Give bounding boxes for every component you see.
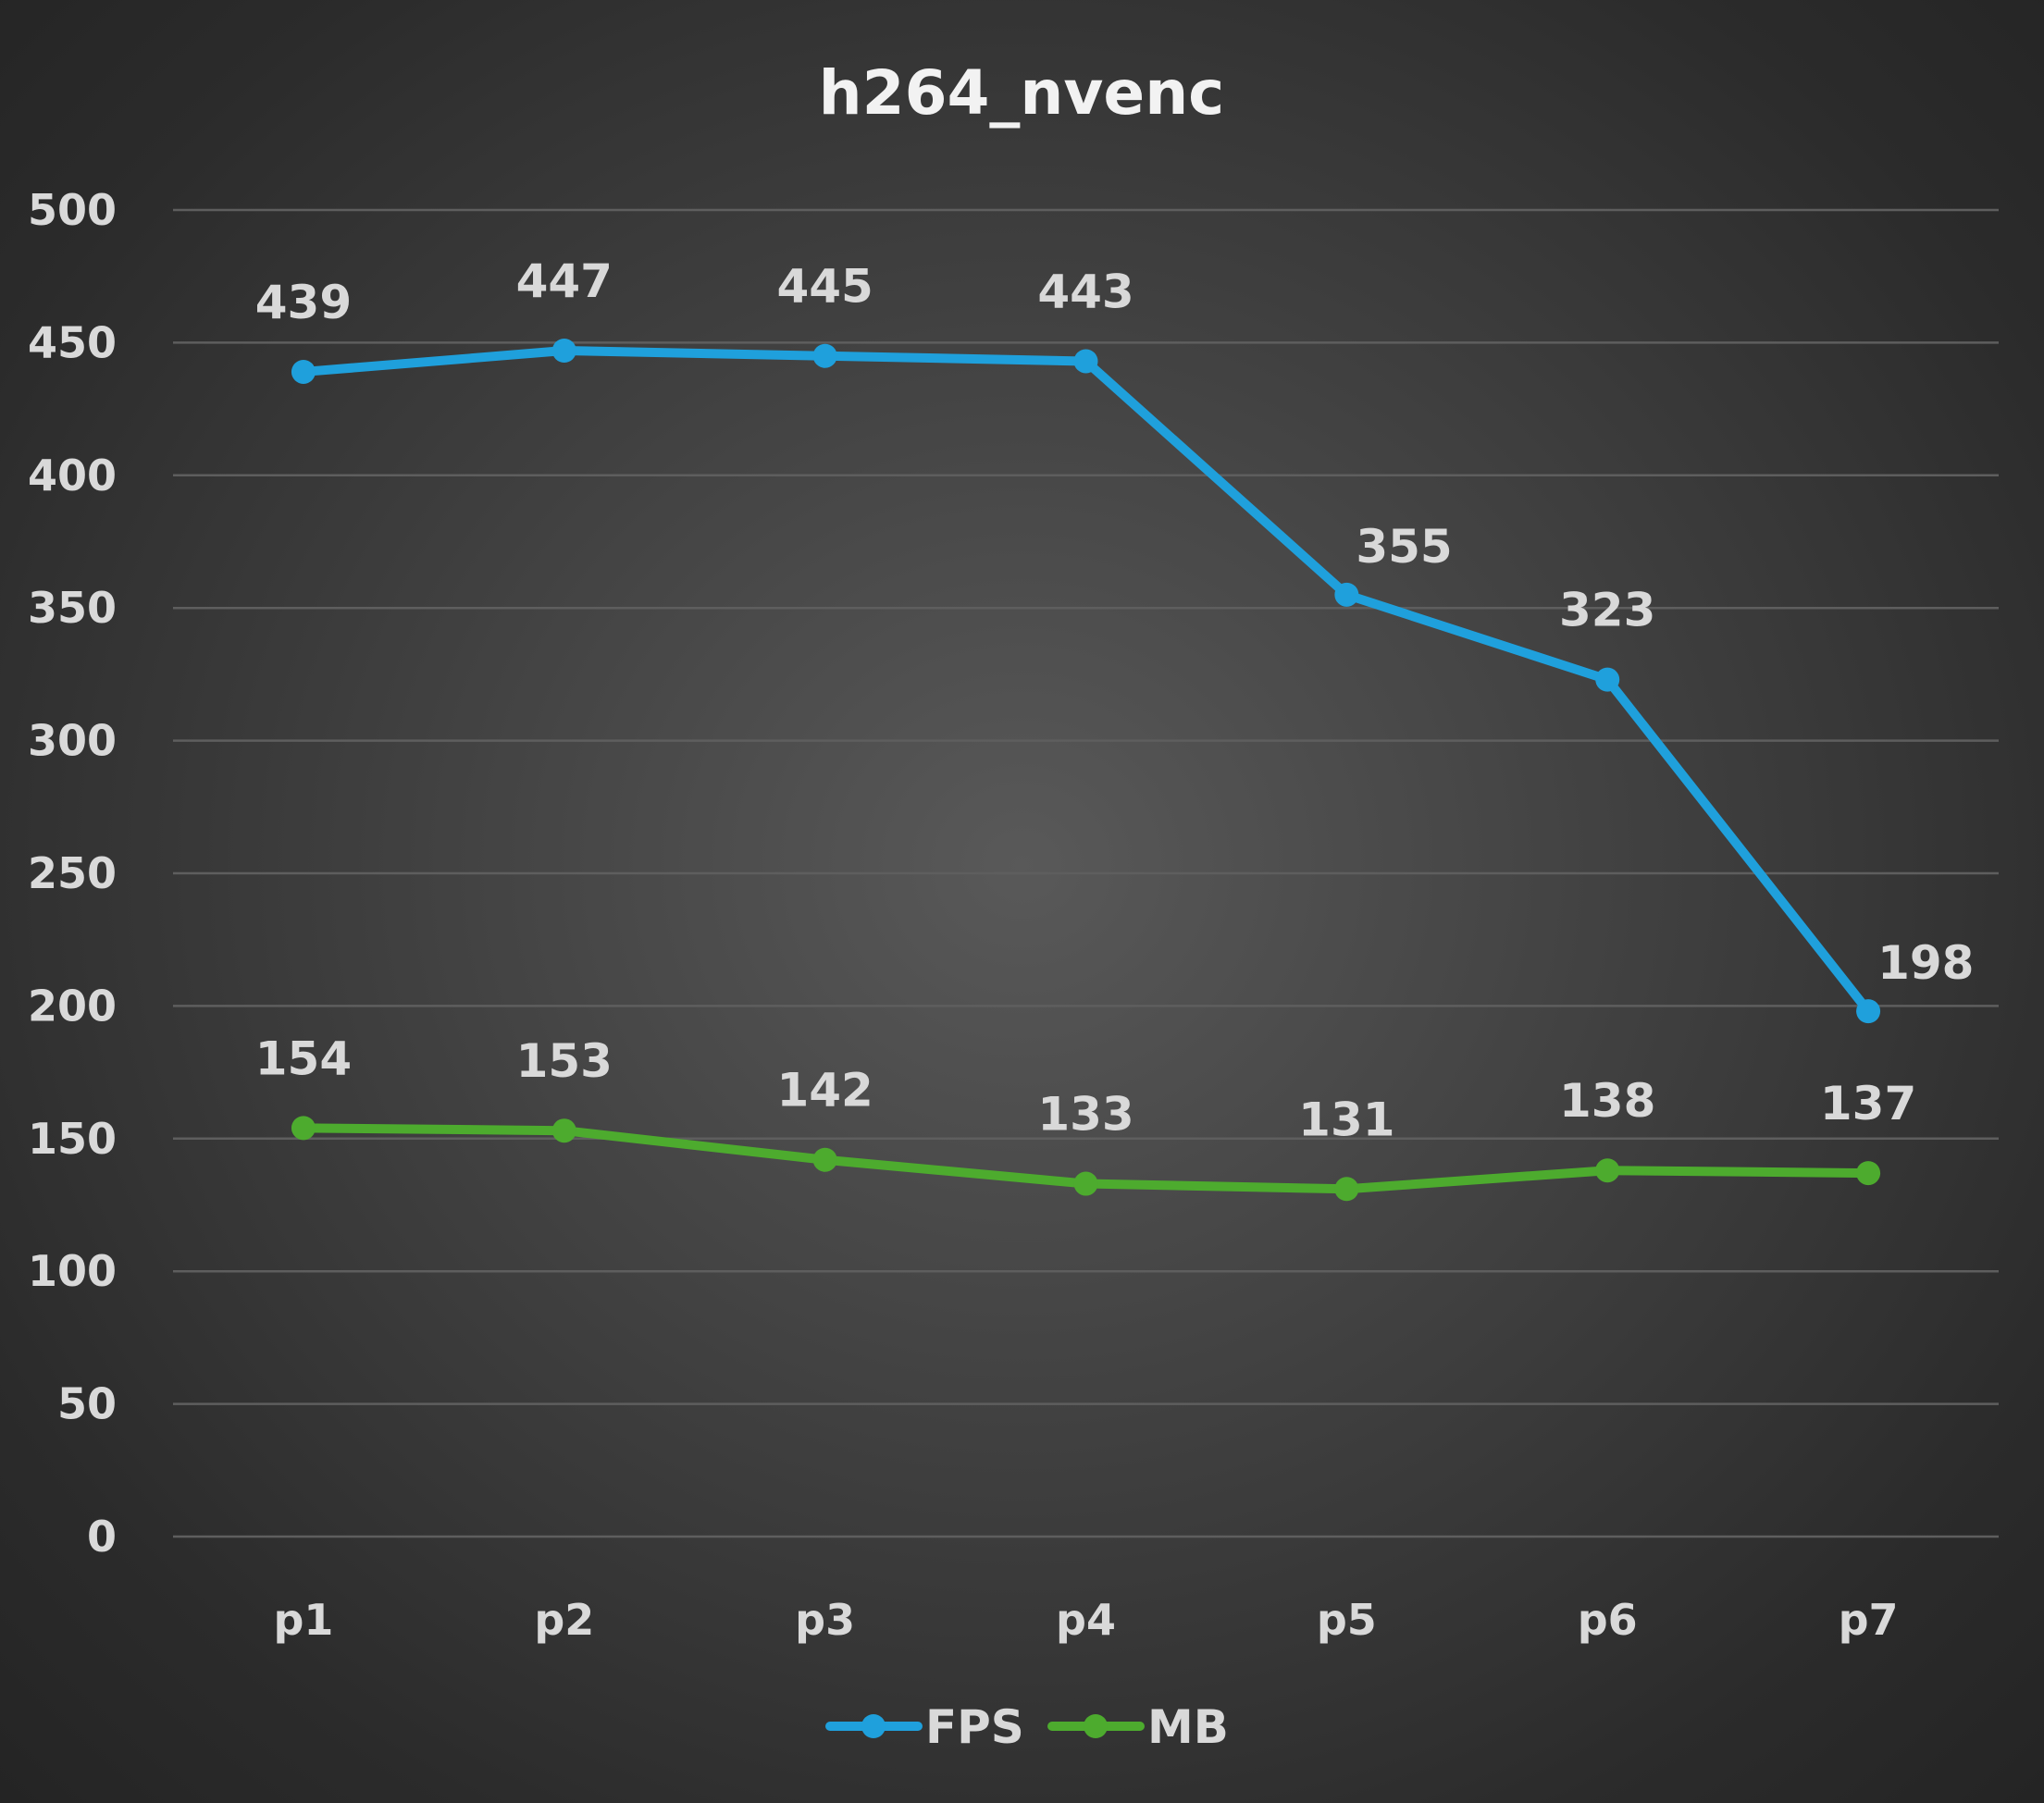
y-tick-label: 450: [28, 317, 117, 367]
data-point-mb: [1334, 1177, 1359, 1202]
data-label-mb: 153: [516, 1034, 613, 1088]
y-tick-label: 200: [28, 981, 117, 1031]
data-label-mb: 137: [1820, 1077, 1916, 1130]
data-point-mb: [1073, 1171, 1098, 1196]
x-tick-label: p1: [273, 1595, 333, 1645]
data-point-mb: [551, 1118, 576, 1143]
gridlines: [173, 208, 1999, 1538]
x-tick-label: p3: [795, 1595, 855, 1645]
x-tick-label: p4: [1056, 1595, 1116, 1645]
data-label-fps: 443: [1037, 265, 1133, 318]
data-point-mb: [291, 1116, 316, 1141]
data-label-fps: 447: [516, 254, 613, 308]
data-point-fps: [1334, 582, 1359, 607]
data-point-fps: [291, 359, 316, 384]
series-line-fps: [298, 346, 1874, 1017]
data-label-fps: 198: [1877, 936, 1974, 990]
data-label-mb: 154: [255, 1031, 352, 1085]
legend-item-fps: FPS: [825, 1700, 1024, 1754]
data-label-fps: 445: [776, 260, 873, 314]
chart-title: h264_nvenc: [819, 57, 1225, 129]
legend-swatch-marker: [861, 1714, 886, 1738]
data-label-mb: 133: [1037, 1088, 1133, 1142]
y-tick-label: 250: [28, 848, 117, 898]
data-point-mb: [812, 1147, 837, 1172]
legend: FPS MB: [825, 1700, 1229, 1754]
legend-item-mb: MB: [1047, 1700, 1229, 1754]
data-label-fps: 355: [1356, 520, 1452, 574]
series-layer: [291, 339, 1881, 1202]
data-label-mb: 142: [776, 1064, 873, 1118]
data-point-mb: [1595, 1158, 1620, 1183]
y-tick-label: 100: [28, 1246, 117, 1296]
legend-label: MB: [1147, 1700, 1229, 1754]
legend-label: FPS: [925, 1700, 1024, 1754]
data-label-mb: 131: [1298, 1093, 1394, 1146]
y-tick-label: 500: [28, 185, 117, 235]
y-tick-label: 0: [87, 1512, 117, 1562]
data-point-fps: [812, 343, 837, 368]
x-tick-label: p5: [1317, 1595, 1377, 1645]
x-tick-label: p7: [1839, 1595, 1899, 1645]
x-axis-tick-labels: p1 p2 p3 p4 p5 p6 p7: [273, 1595, 1898, 1645]
data-point-fps: [1073, 349, 1098, 374]
x-tick-label: p2: [534, 1595, 594, 1645]
data-label-fps: 323: [1559, 584, 1655, 637]
data-point-fps: [1595, 667, 1620, 692]
data-labels: 439 447 445 443 355 323 198 154 153 142 133 131 138 1…: [255, 254, 1975, 1146]
data-label-fps: 439: [255, 276, 352, 329]
y-tick-label: 300: [28, 716, 117, 766]
data-label-mb: 138: [1559, 1074, 1655, 1128]
y-tick-label: 350: [28, 583, 117, 633]
data-point-fps: [1856, 999, 1881, 1024]
y-tick-label: 150: [28, 1114, 117, 1164]
y-tick-label: 400: [28, 451, 117, 500]
data-point-mb: [1856, 1161, 1881, 1186]
data-point-fps: [551, 339, 576, 364]
y-axis-tick-labels: 0 50 100 150 200 250 300 350 400 450 500: [28, 185, 117, 1562]
x-tick-label: p6: [1578, 1595, 1638, 1645]
legend-swatch-marker: [1084, 1714, 1108, 1738]
y-tick-label: 50: [57, 1379, 117, 1429]
